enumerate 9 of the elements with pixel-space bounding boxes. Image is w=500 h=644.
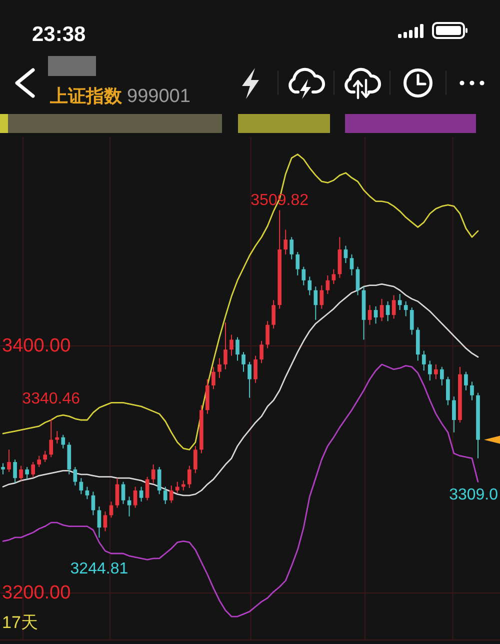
ytick: 3400.00 [2, 335, 71, 356]
price-note: 3309.0 [449, 486, 498, 504]
price-note: 3244.81 [70, 560, 128, 578]
note: 23:38 [32, 23, 86, 46]
price-note: 3340.46 [22, 390, 80, 408]
subtitle: 999001 [127, 86, 190, 107]
note: 17天 [2, 613, 38, 632]
title: 上证指数 [50, 86, 122, 106]
ytick: 3200.00 [2, 582, 71, 604]
